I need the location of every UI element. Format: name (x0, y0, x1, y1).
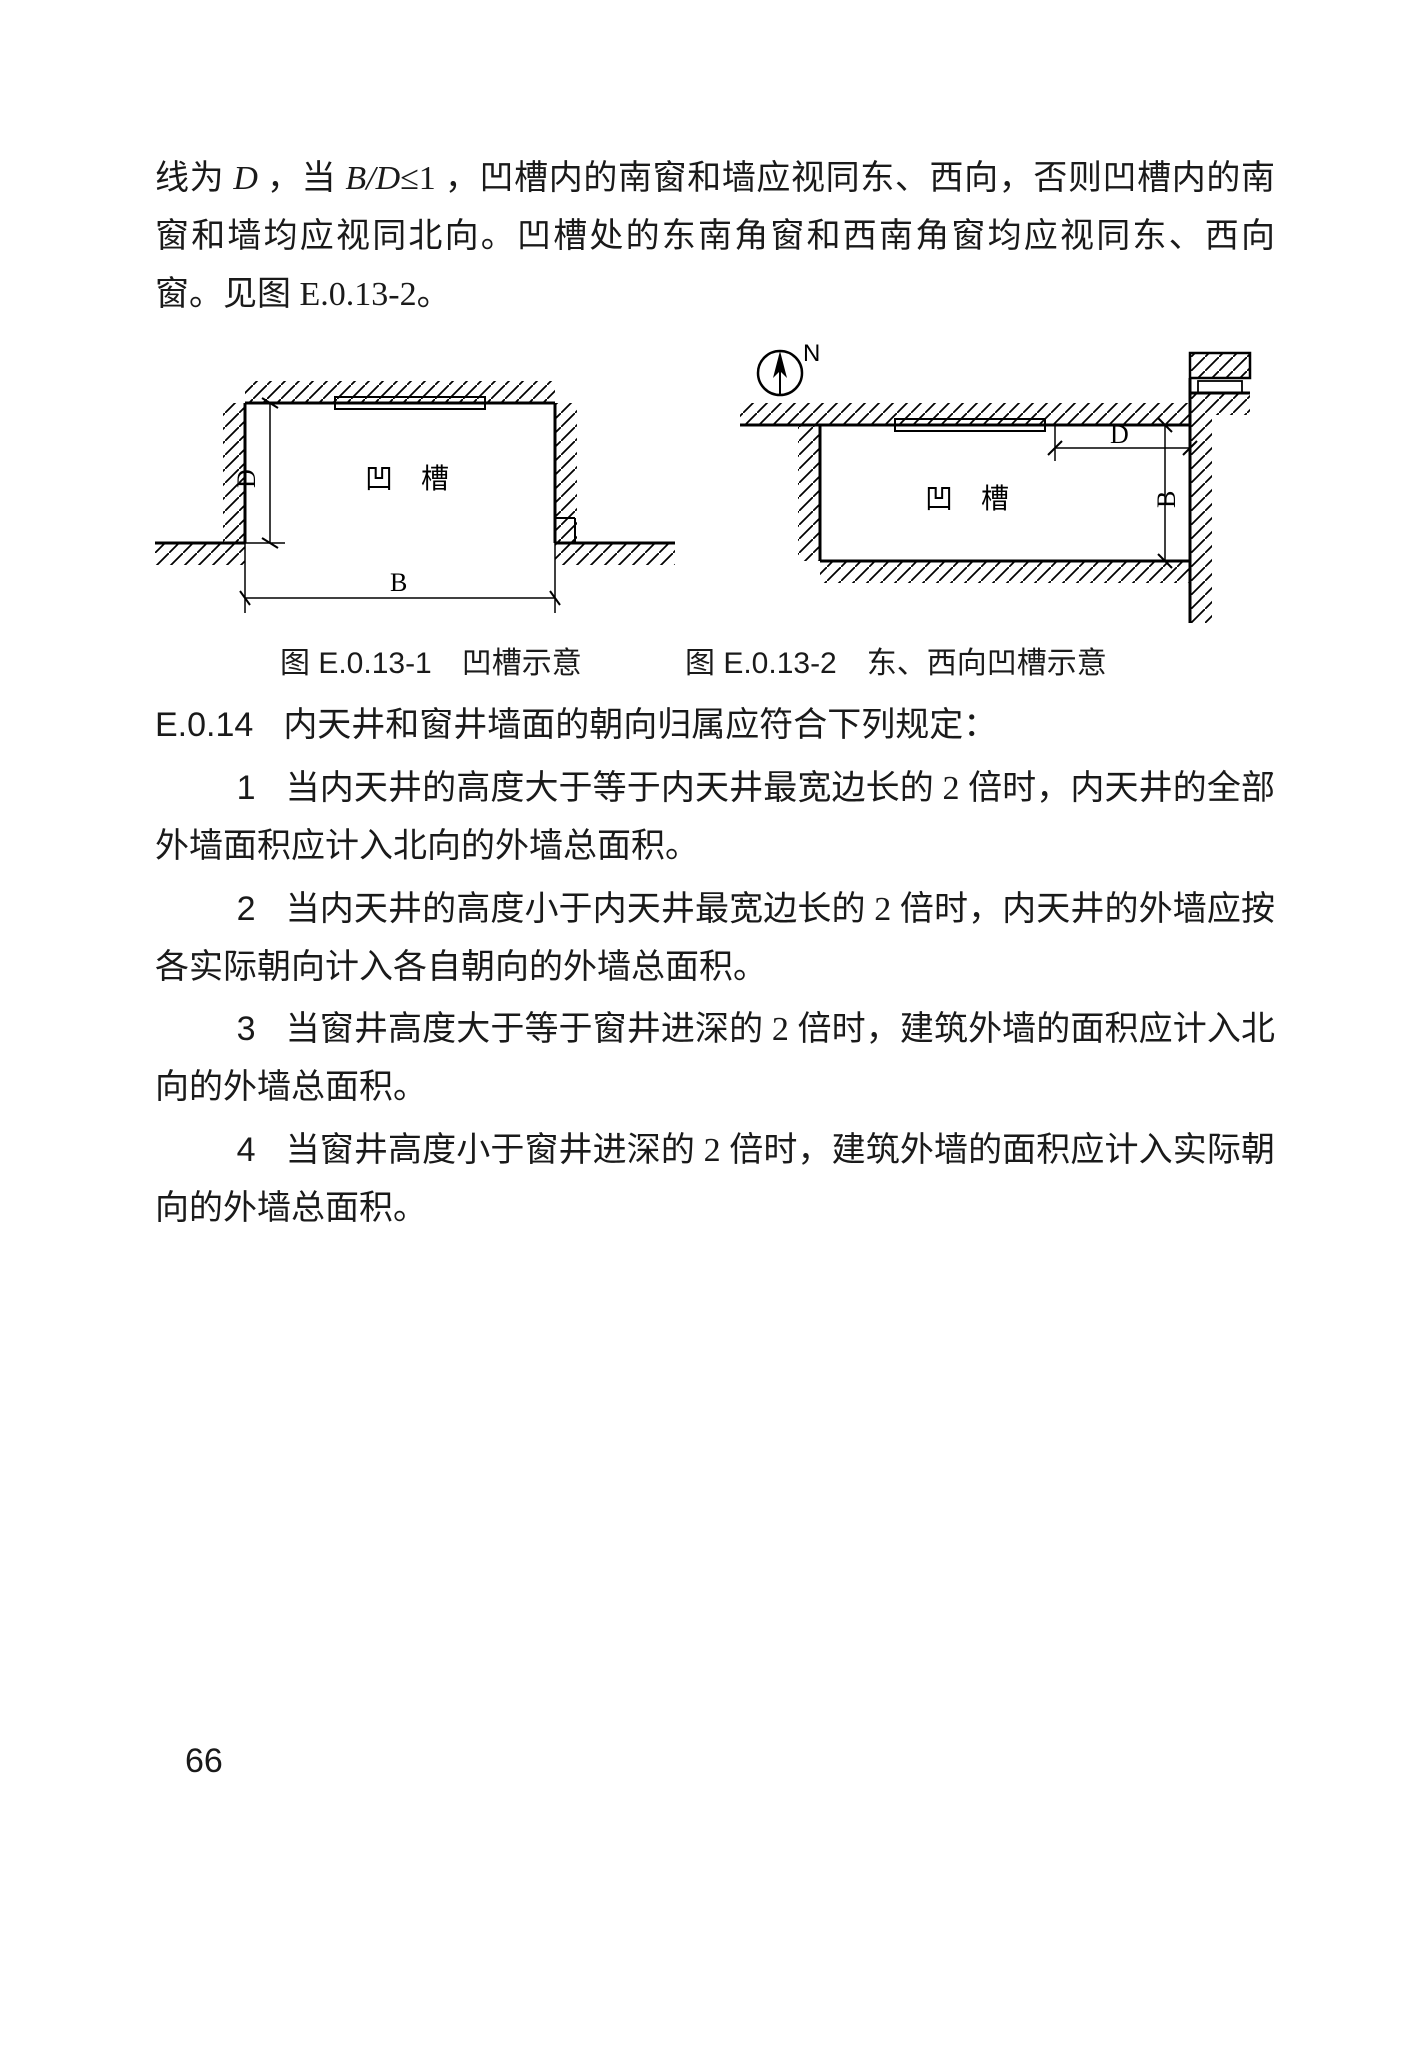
page-content: 线为 D ，当 B/D≤1 ，凹槽内的南窗和墙应视同东、西向，否则凹槽内的南窗和… (155, 150, 1275, 1243)
page-number: 66 (185, 1742, 223, 1781)
intro-ratio: B/D (345, 160, 400, 197)
intro-cond: ≤1 (400, 160, 436, 197)
item-1-num: 1 (237, 769, 256, 807)
figure-1: D B 凹 槽 (155, 343, 685, 623)
section-text: 内天井和窗井墙面的朝向归属应符合下列规定： (283, 707, 997, 744)
intro-D: D (233, 160, 258, 197)
item-2-text: 当内天井的高度小于内天井最宽边长的 2 倍时，内天井的外墙应按各实际朝向计入各自… (155, 891, 1275, 986)
intro-prefix: 线为 (155, 160, 233, 197)
item-4-text: 当窗井高度小于窗井进深的 2 倍时，建筑外墙的面积应计入实际朝向的外墙总面积。 (155, 1132, 1275, 1227)
fig1-label-B: B (390, 568, 407, 597)
fig2-label-B: B (1152, 491, 1181, 508)
item-2-num: 2 (237, 890, 256, 928)
item-4: 4当窗井高度小于窗井进深的 2 倍时，建筑外墙的面积应计入实际朝向的外墙总面积。 (155, 1122, 1275, 1238)
item-1-text: 当内天井的高度大于等于内天井最宽边长的 2 倍时，内天井的全部外墙面积应计入北向… (155, 770, 1275, 865)
figure-1-svg: D B 凹 槽 (155, 343, 685, 623)
compass-label: N (803, 343, 820, 367)
intro-mid1: ，当 (258, 160, 345, 197)
fig1-label-D: D (232, 470, 261, 489)
section-number: E.0.14 (155, 706, 253, 744)
figure-2-caption: 图 E.0.13-2 东、西向凹槽示意 (685, 638, 1245, 682)
figures-row: D B 凹 槽 (155, 343, 1275, 623)
figure-2: N (715, 343, 1275, 623)
figure-2-svg: N (715, 343, 1275, 623)
item-1: 1当内天井的高度大于等于内天井最宽边长的 2 倍时，内天井的全部外墙面积应计入北… (155, 760, 1275, 876)
fig1-recess-label: 凹 槽 (365, 463, 449, 495)
fig2-recess-label: 凹 槽 (925, 483, 1009, 515)
section-heading: E.0.14 内天井和窗井墙面的朝向归属应符合下列规定： (155, 697, 1275, 755)
fig2-label-D: D (1110, 420, 1129, 449)
captions-row: 图 E.0.13-1 凹槽示意 图 E.0.13-2 东、西向凹槽示意 (155, 638, 1275, 682)
item-3-num: 3 (237, 1010, 256, 1048)
item-2: 2当内天井的高度小于内天井最宽边长的 2 倍时，内天井的外墙应按各实际朝向计入各… (155, 881, 1275, 997)
figure-1-caption: 图 E.0.13-1 凹槽示意 (280, 638, 685, 682)
item-4-num: 4 (237, 1131, 256, 1169)
item-3: 3当窗井高度大于等于窗井进深的 2 倍时，建筑外墙的面积应计入北向的外墙总面积。 (155, 1001, 1275, 1117)
intro-paragraph: 线为 D ，当 B/D≤1 ，凹槽内的南窗和墙应视同东、西向，否则凹槽内的南窗和… (155, 150, 1275, 323)
item-3-text: 当窗井高度大于等于窗井进深的 2 倍时，建筑外墙的面积应计入北向的外墙总面积。 (155, 1011, 1275, 1106)
